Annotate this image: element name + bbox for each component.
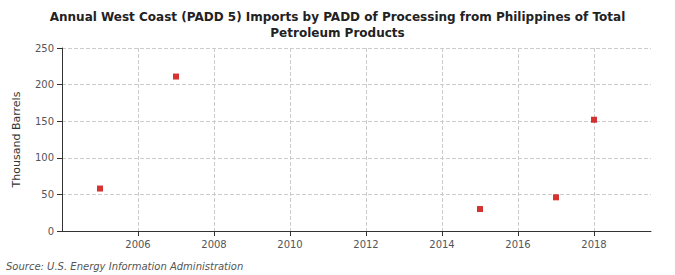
svg-text:2014: 2014 <box>429 239 454 250</box>
svg-text:2012: 2012 <box>353 239 378 250</box>
svg-text:100: 100 <box>35 152 54 163</box>
svg-text:150: 150 <box>35 116 54 127</box>
svg-text:2018: 2018 <box>581 239 606 250</box>
svg-text:Source: U.S. Energy Informatio: Source: U.S. Energy Information Administ… <box>6 261 243 272</box>
svg-text:2016: 2016 <box>505 239 530 250</box>
svg-text:0: 0 <box>48 226 54 237</box>
svg-text:250: 250 <box>35 43 54 54</box>
svg-text:Annual West Coast (PADD 5) Imp: Annual West Coast (PADD 5) Imports by PA… <box>50 10 626 24</box>
svg-text:2010: 2010 <box>277 239 302 250</box>
svg-text:200: 200 <box>35 79 54 90</box>
svg-text:2008: 2008 <box>201 239 226 250</box>
svg-text:50: 50 <box>41 189 54 200</box>
svg-text:Thousand Barrels: Thousand Barrels <box>10 91 23 188</box>
svg-text:Petroleum Products: Petroleum Products <box>270 26 404 40</box>
svg-text:2006: 2006 <box>125 239 150 250</box>
